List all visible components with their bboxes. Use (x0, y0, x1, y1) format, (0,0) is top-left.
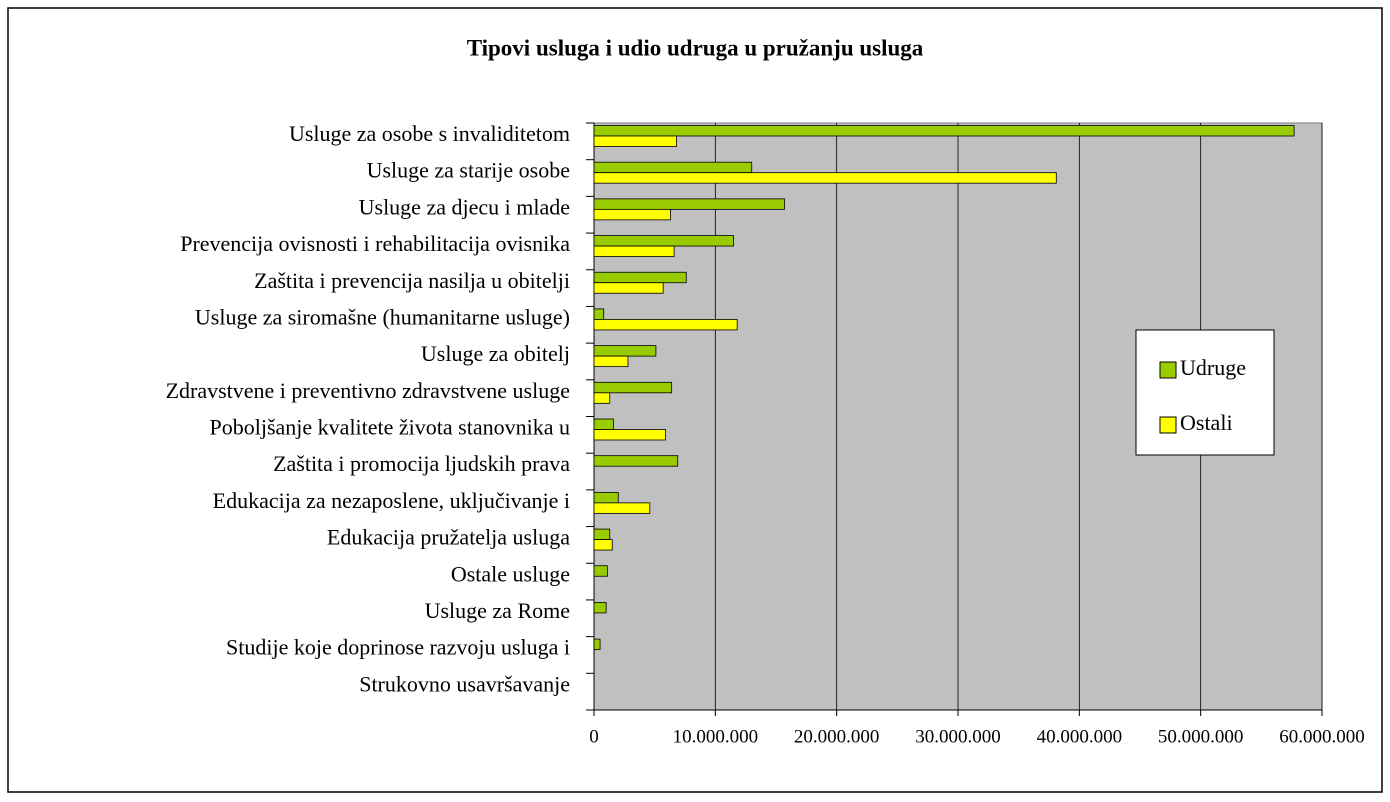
bar (593, 381, 673, 394)
y-tick-label: Studije koje doprinose razvoju usluga i (226, 635, 570, 660)
y-tick-label: Usluge za djecu i mlade (359, 194, 570, 219)
bar (593, 208, 671, 221)
y-tick-label: Ostale usluge (451, 561, 570, 586)
legend-label: Ostali (1180, 410, 1233, 435)
x-tick-label: 0 (589, 726, 599, 747)
bar (593, 125, 1295, 137)
bar (593, 135, 677, 147)
bar (593, 429, 666, 441)
bar (593, 539, 613, 551)
bar (593, 602, 607, 614)
x-tick-label: 50.000.000 (1158, 726, 1244, 747)
bar (593, 528, 611, 540)
bar (593, 235, 734, 247)
bar (593, 282, 664, 294)
y-tick-label: Zaštita i promocija ljudskih prava (273, 451, 570, 476)
bar (593, 271, 687, 284)
y-tick-label: Usluge za siromašne (humanitarne usluge) (195, 304, 570, 329)
bar (593, 308, 605, 320)
bar (593, 319, 738, 331)
bar (593, 502, 651, 514)
bar (593, 172, 1057, 184)
x-tick-label: 30.000.000 (915, 726, 1001, 747)
bar (593, 198, 785, 210)
legend-box (1135, 329, 1275, 456)
x-tick-label: 10.000.000 (673, 726, 759, 747)
y-tick-label: Usluge za obitelj (421, 341, 570, 366)
legend-swatch (1159, 361, 1177, 379)
y-tick-label: Poboljšanje kvalitete života stanovnika … (210, 415, 570, 440)
bar (593, 392, 611, 404)
y-tick-label: Edukacija za nezaposlene, uključivanje i (213, 488, 570, 513)
y-tick-label: Zdravstvene i preventivno zdravstvene us… (166, 378, 570, 403)
x-tick-label: 40.000.000 (1037, 726, 1123, 747)
bar (593, 638, 601, 651)
chart-title: Tipovi usluga i udio udruga u pružanju u… (467, 35, 924, 60)
bar (593, 161, 753, 174)
bar (593, 418, 614, 430)
y-tick-label: Usluge za starije osobe (367, 158, 570, 183)
bar (593, 345, 657, 357)
legend-swatch (1159, 416, 1177, 434)
y-tick-label: Zaštita i prevencija nasilja u obitelji (254, 268, 570, 293)
y-tick-label: Prevencija ovisnosti i rehabilitacija ov… (180, 231, 570, 256)
x-tick-label: 60.000.000 (1279, 726, 1365, 747)
y-tick-label: Edukacija pružatelja usluga (327, 525, 570, 550)
y-tick-label: Usluge za osobe s invaliditetom (289, 121, 570, 146)
y-tick-label: Usluge za Rome (425, 598, 570, 623)
bar (593, 355, 629, 368)
bar (593, 245, 675, 257)
bar (593, 491, 619, 504)
y-tick-label: Strukovno usavršavanje (359, 671, 570, 696)
x-tick-label: 20.000.000 (794, 726, 880, 747)
bar (593, 565, 608, 577)
legend-label: Udruge (1180, 355, 1246, 380)
bar (593, 455, 679, 467)
